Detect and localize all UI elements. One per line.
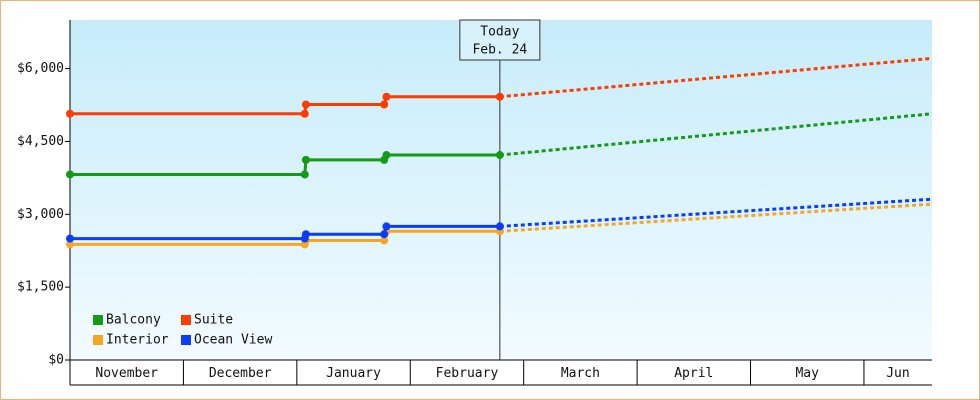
x-tick-label: December [209, 366, 272, 381]
today-label: Feb. 24 [472, 43, 527, 58]
point [66, 234, 74, 243]
series-line [70, 224, 500, 241]
point [380, 230, 389, 239]
x-tick-label: March [561, 366, 600, 381]
point [495, 222, 504, 231]
point [300, 170, 309, 179]
y-tick-label: $3,000 [17, 207, 64, 222]
y-tick-label: $6,000 [17, 61, 64, 76]
point [300, 109, 309, 118]
point [301, 100, 310, 109]
point [66, 170, 74, 179]
legend-label: Balcony [106, 313, 161, 328]
series-line [70, 153, 500, 176]
x-tick-label: February [436, 366, 499, 381]
point [382, 92, 391, 101]
legend-swatch [181, 315, 191, 325]
point [382, 151, 391, 160]
point [495, 92, 504, 101]
x-tick-label: May [795, 366, 819, 381]
y-tick-label: $1,500 [17, 280, 64, 295]
series-projection [499, 197, 933, 228]
point [66, 109, 74, 118]
x-tick-label: November [95, 366, 158, 381]
point [301, 230, 310, 239]
point [380, 236, 389, 245]
y-tick-label: $4,500 [17, 134, 64, 149]
plot-area [70, 20, 932, 360]
legend-label: Ocean View [194, 333, 272, 348]
point [380, 100, 389, 109]
point [66, 240, 74, 249]
series-line [70, 95, 500, 116]
y-tick-label: $0 [48, 353, 64, 368]
series-projection [499, 56, 933, 99]
point [495, 151, 504, 160]
legend-swatch [93, 315, 103, 325]
legend-swatch [181, 335, 191, 345]
legend-label: Interior [106, 333, 169, 348]
series-projection [499, 112, 933, 157]
x-tick-label: January [326, 366, 381, 381]
x-tick-label: Jun [886, 366, 909, 381]
point [382, 222, 391, 231]
series-line [70, 229, 500, 246]
legend-label: Suite [194, 313, 233, 328]
point [301, 155, 310, 164]
x-tick-label: April [674, 366, 713, 381]
today-box [459, 19, 541, 61]
legend-swatch [93, 335, 103, 345]
today-label: Today [480, 25, 519, 40]
series-projection [499, 202, 933, 233]
